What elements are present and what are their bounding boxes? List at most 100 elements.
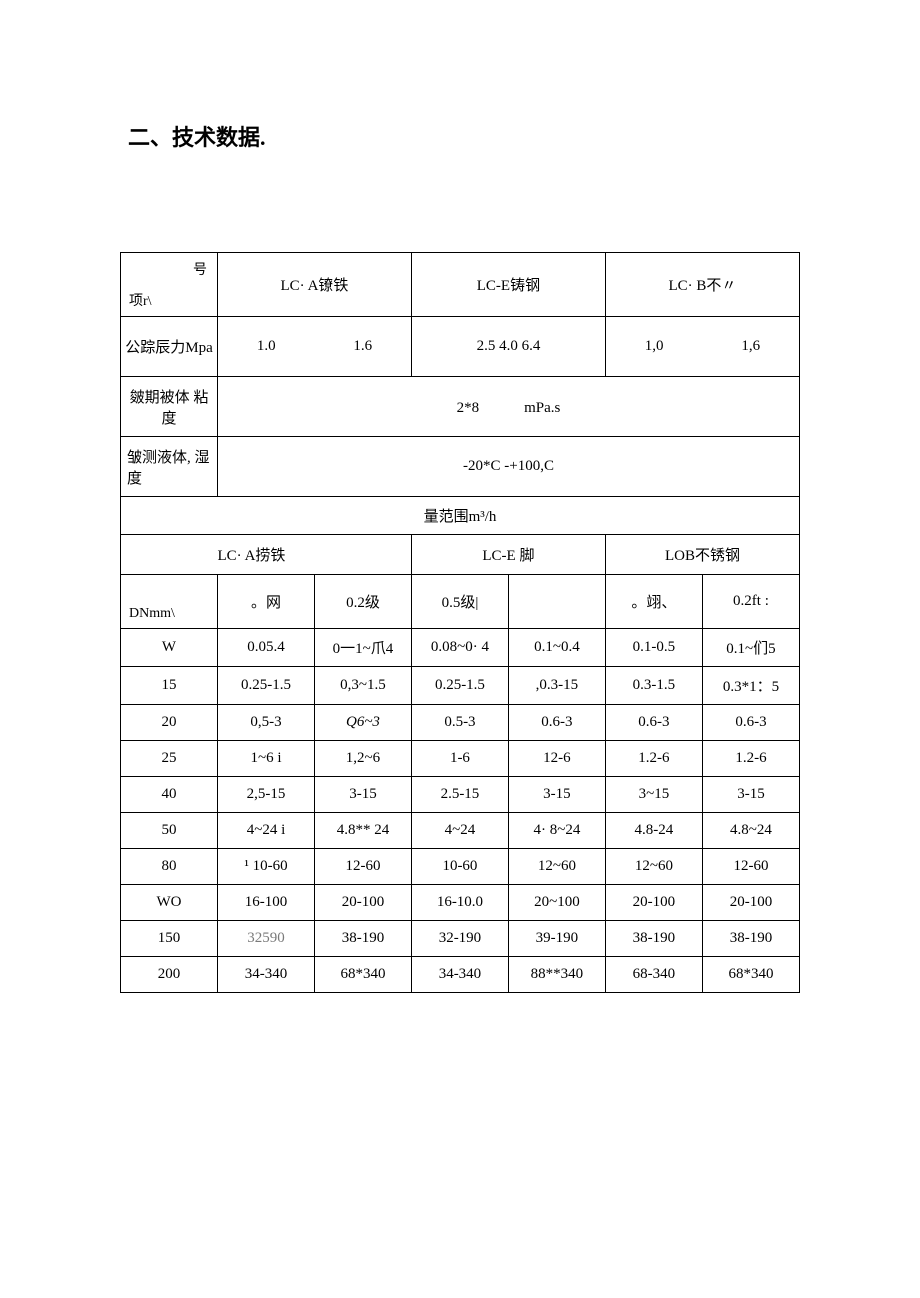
table-cell-e2: 0.6-3 (508, 705, 605, 741)
table-row: 402,5-153-152.5-153-153~153-15 (121, 777, 800, 813)
table-cell-b1: 0.3-1.5 (605, 667, 702, 705)
table-cell-dn: 40 (121, 777, 218, 813)
table-cell-b1: 1.2-6 (605, 741, 702, 777)
header-model-a: LC· A镣铁 (217, 253, 411, 317)
subheader-row: LC· A捞铁 LC-E 脚 LOB不锈钢 (121, 535, 800, 575)
humidity-label: 皱测液体, 湿度 (121, 437, 218, 497)
table-cell-e1: 2.5-15 (411, 777, 508, 813)
table-cell-a2: 4.8** 24 (314, 813, 411, 849)
table-cell-e1: 16-10.0 (411, 885, 508, 921)
table-cell-a2: 38-190 (314, 921, 411, 957)
table-row: W0.05.40一1~爪40.08~0· 40.1~0.40.1-0.50.1~… (121, 629, 800, 667)
table-cell-e2: 3-15 (508, 777, 605, 813)
pressure-a2: 1.6 (314, 317, 411, 377)
table-cell-a1: 0.05.4 (217, 629, 314, 667)
table-cell-dn: 150 (121, 921, 218, 957)
pressure-b1: 1,0 (605, 317, 702, 377)
spec-table: 号 项r\ LC· A镣铁 LC-E铸钢 LC· B不〃 公踪辰力Mpa 1.0… (120, 252, 800, 993)
table-cell-b1: 0.6-3 (605, 705, 702, 741)
table-cell-b1: 68-340 (605, 957, 702, 993)
table-row: 200,5-3Q6~30.5-30.6-30.6-30.6-3 (121, 705, 800, 741)
table-cell-e1: 0.25-1.5 (411, 667, 508, 705)
table-cell-a2: 20-100 (314, 885, 411, 921)
humidity-value: -20*C -+100,C (217, 437, 799, 497)
table-cell-a2: 1,2~6 (314, 741, 411, 777)
table-cell-a2: 12-60 (314, 849, 411, 885)
table-cell-e2: 20~100 (508, 885, 605, 921)
table-cell-a1: 4~24 i (217, 813, 314, 849)
table-cell-b2: 0.6-3 (702, 705, 799, 741)
table-cell-dn: W (121, 629, 218, 667)
table-row: 80¹ 10-6012-6010-6012~6012~6012-60 (121, 849, 800, 885)
table-cell-b2: 20-100 (702, 885, 799, 921)
table-cell-e2: 4· 8~24 (508, 813, 605, 849)
subheader-a-text: LC· A捞铁 (217, 548, 285, 564)
diag-top-label: 号 (193, 259, 207, 279)
table-cell-e1: 34-340 (411, 957, 508, 993)
table-cell-a1: 0,5-3 (217, 705, 314, 741)
table-cell-e1: 10-60 (411, 849, 508, 885)
viscosity-row: 皴期被体 粘度 2*8 mPa.s (121, 377, 800, 437)
table-cell-b2: 68*340 (702, 957, 799, 993)
table-cell-dn: 200 (121, 957, 218, 993)
table-cell-b1: 3~15 (605, 777, 702, 813)
subheader-b: LOB不锈钢 (605, 535, 799, 575)
table-cell-e1: 0.08~0· 4 (411, 629, 508, 667)
table-row: 20034-34068*34034-34088**34068-34068*340 (121, 957, 800, 993)
header-diag-cell: 号 项r\ (121, 253, 218, 317)
range-header-text: 量范围m³/h (424, 509, 497, 525)
table-row: WO16-10020-10016-10.020~10020-10020-100 (121, 885, 800, 921)
table-cell-a2: 0,3~1.5 (314, 667, 411, 705)
humidity-row: 皱测液体, 湿度 -20*C -+100,C (121, 437, 800, 497)
table-cell-e1: 1-6 (411, 741, 508, 777)
diag-bottom-label: 项r\ (129, 290, 152, 310)
table-row: 150.25-1.50,3~1.50.25-1.5,0.3-150.3-1.50… (121, 667, 800, 705)
header-model-b: LC· B不〃 (605, 253, 799, 317)
subheader-e: LC-E 脚 (411, 535, 605, 575)
grade-a2: 0.2级 (314, 575, 411, 629)
table-cell-b2: 1.2-6 (702, 741, 799, 777)
table-cell-e2: 12-6 (508, 741, 605, 777)
viscosity-value: 2*8 mPa.s (217, 377, 799, 437)
table-cell-dn: 25 (121, 741, 218, 777)
table-cell-b2: 3-15 (702, 777, 799, 813)
table-cell-e2: 39-190 (508, 921, 605, 957)
header-model-e: LC-E铸钢 (411, 253, 605, 317)
table-cell-b2: 12-60 (702, 849, 799, 885)
pressure-a1: 1.0 (217, 317, 314, 377)
table-row: 251~6 i1,2~61-612-61.2-61.2-6 (121, 741, 800, 777)
table-cell-a2: 0一1~爪4 (314, 629, 411, 667)
grade-b2: 0.2ft : (702, 575, 799, 629)
table-cell-e2: 88**340 (508, 957, 605, 993)
table-cell-dn: 20 (121, 705, 218, 741)
grade-b1: 。翊、 (605, 575, 702, 629)
table-row: 1503259038-19032-19039-19038-19038-190 (121, 921, 800, 957)
table-cell-a2: 3-15 (314, 777, 411, 813)
grade-diag-bottom: DNmm\ (129, 606, 175, 622)
pressure-label: 公踪辰力Mpa (121, 317, 218, 377)
table-cell-b2: 0.1~们5 (702, 629, 799, 667)
table-cell-b1: 20-100 (605, 885, 702, 921)
table-cell-e1: 4~24 (411, 813, 508, 849)
table-cell-e1: 32-190 (411, 921, 508, 957)
table-cell-b1: 12~60 (605, 849, 702, 885)
range-header-row: 量范围m³/h (121, 497, 800, 535)
table-cell-e1: 0.5-3 (411, 705, 508, 741)
table-cell-b1: 4.8-24 (605, 813, 702, 849)
table-cell-dn: 15 (121, 667, 218, 705)
subheader-a: LC· A捞铁 (217, 535, 411, 575)
range-header: 量范围m³/h (121, 497, 800, 535)
pressure-b2: 1,6 (702, 317, 799, 377)
table-cell-b2: 38-190 (702, 921, 799, 957)
grade-e1: 0.5级| (411, 575, 508, 629)
table-cell-a2: Q6~3 (314, 705, 411, 741)
table-cell-a1: 1~6 i (217, 741, 314, 777)
pressure-row: 公踪辰力Mpa 1.0 1.6 2.5 4.0 6.4 1,0 1,6 (121, 317, 800, 377)
table-cell-e2: 12~60 (508, 849, 605, 885)
table-cell-a2: 68*340 (314, 957, 411, 993)
table-cell-dn: WO (121, 885, 218, 921)
section-title: 二、技术数据. (120, 120, 800, 152)
table-cell-e2: 0.1~0.4 (508, 629, 605, 667)
grade-a1: 。网 (217, 575, 314, 629)
table-cell-e2: ,0.3-15 (508, 667, 605, 705)
